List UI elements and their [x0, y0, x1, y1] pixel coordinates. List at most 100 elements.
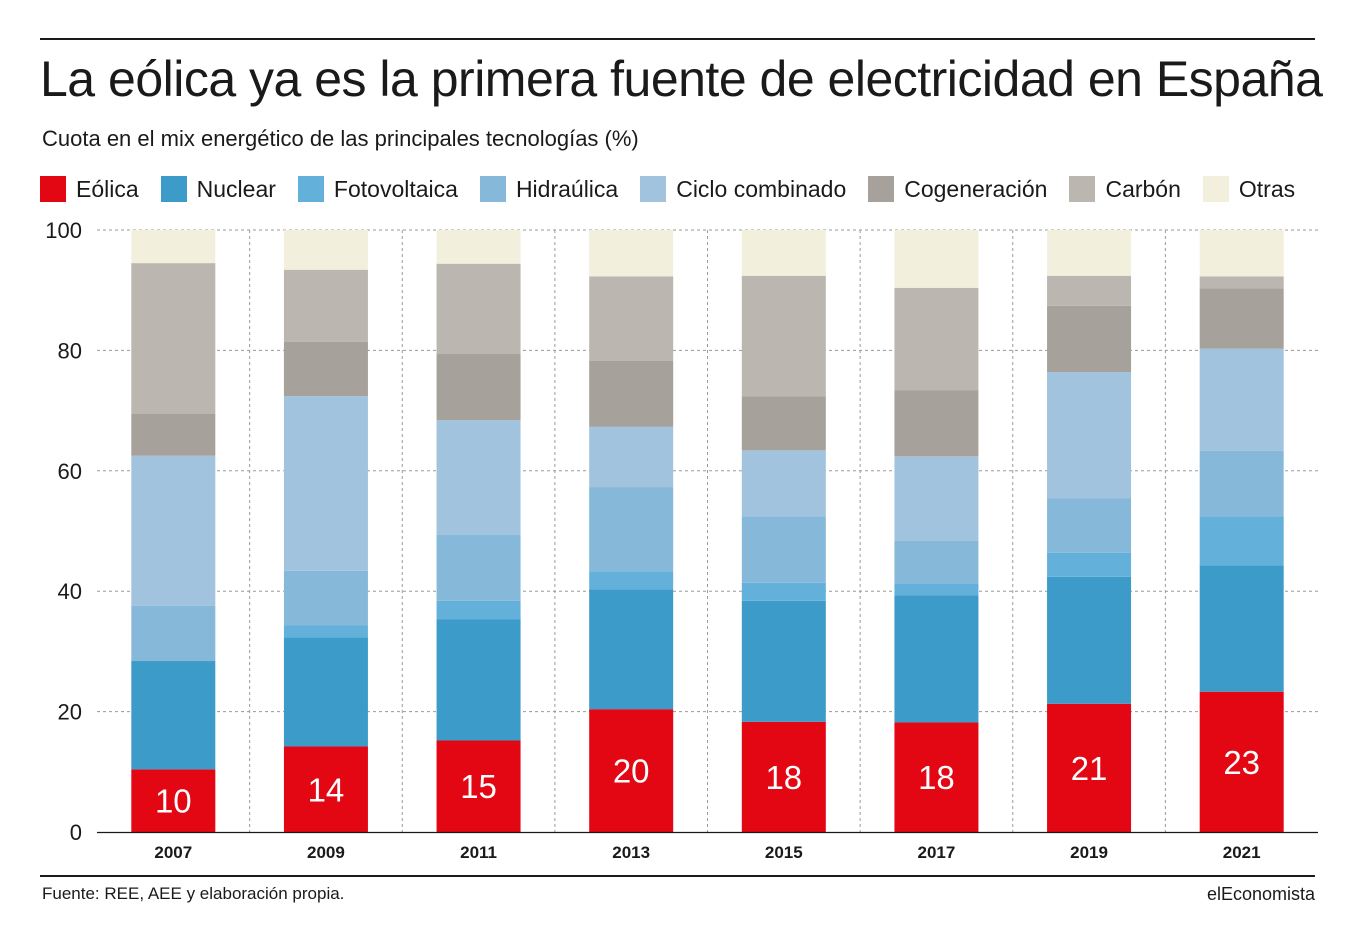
x-tick-label: 2013	[612, 843, 650, 862]
source-note: Fuente: REE, AEE y elaboración propia.	[42, 884, 345, 903]
bar-segment	[283, 269, 368, 342]
legend-label: Fotovoltaica	[333, 175, 458, 202]
bar-segment	[894, 722, 979, 832]
bar-segment	[1047, 372, 1132, 499]
legend-item: Nuclear	[160, 175, 276, 203]
bar-segment	[589, 360, 674, 427]
bar-segment	[131, 455, 216, 606]
chart-title: La eólica ya es la primera fuente de ele…	[40, 51, 1323, 107]
bar-segment	[894, 230, 979, 288]
bar-segment	[894, 540, 979, 584]
bar-segment	[283, 230, 368, 270]
legend-label: Eólica	[76, 175, 139, 202]
bar-segment	[589, 589, 674, 710]
y-tick-label: 80	[58, 338, 82, 363]
legend-label: Carbón	[1105, 175, 1181, 202]
bar-segment	[1047, 305, 1132, 373]
bar-segment	[436, 420, 521, 535]
bar-segment	[589, 426, 674, 488]
bar-segment	[1199, 450, 1284, 517]
bar-segment	[589, 276, 674, 361]
chart-subtitle: Cuota en el mix energético de las princi…	[42, 126, 639, 151]
legend: Eólica Nuclear Fotovoltaica Hidraúlica Ciclo…	[40, 174, 1295, 204]
legend-item: Otras	[1202, 175, 1296, 203]
legend-item: Cogeneración	[868, 176, 1047, 203]
bar-segment	[589, 487, 674, 572]
bar-segment	[436, 619, 521, 741]
bar-segment	[1047, 552, 1132, 577]
bar-segment	[1047, 498, 1132, 553]
legend-label: Otras	[1238, 175, 1296, 202]
legend-label: Hidraúlica	[515, 175, 619, 202]
bar-segment	[741, 396, 826, 451]
bar-segment	[436, 534, 521, 601]
bar-segment	[436, 354, 521, 421]
x-tick-label: 2007	[154, 843, 192, 862]
bar-segment	[1199, 691, 1284, 832]
bar-segment	[283, 746, 368, 832]
bar-segment	[741, 600, 826, 722]
bar-segment	[894, 287, 979, 391]
bottom-rule	[40, 875, 1315, 877]
bar-segment	[436, 230, 521, 264]
bar-segment	[436, 740, 521, 832]
x-tick-label: 2021	[1223, 843, 1261, 862]
legend-swatch	[297, 176, 324, 202]
bar-segment	[131, 263, 216, 414]
bar-segment	[436, 263, 521, 355]
bar-segment	[1199, 230, 1284, 277]
legend-swatch	[1069, 176, 1096, 202]
bar-segment	[741, 275, 826, 397]
legend-item: Fotovoltaica	[297, 175, 458, 203]
bar-segment	[436, 600, 521, 620]
bar-segment	[741, 582, 826, 601]
legend-swatch	[479, 176, 506, 202]
top-rule	[40, 38, 1315, 40]
y-tick-label: 20	[58, 700, 82, 725]
stacked-bar-chart: 0 20 40 60 80 100 10 2007 14 2009 15 2011 20 2013 18 20…	[45, 218, 1318, 862]
bar-segment	[1199, 348, 1284, 451]
bar-segment	[894, 390, 979, 457]
bar-segment	[283, 570, 368, 626]
y-tick-label: 100	[45, 218, 82, 243]
data-label: 15	[460, 768, 497, 805]
y-tick-label: 0	[70, 820, 82, 845]
bar-segment	[283, 396, 368, 571]
bar-segment	[1047, 230, 1132, 276]
data-label: 14	[308, 771, 345, 808]
data-label: 18	[765, 759, 802, 796]
bar-segment	[1047, 576, 1132, 704]
legend-swatch	[160, 176, 187, 202]
bar-segment	[131, 413, 216, 456]
legend-label: Nuclear	[196, 175, 276, 202]
brand-credit: elEconomista	[1206, 884, 1315, 904]
legend-item: Hidraúlica	[479, 175, 619, 203]
bar-segment	[589, 571, 674, 590]
data-label: 23	[1223, 744, 1260, 781]
legend-swatch	[1202, 176, 1229, 202]
bar-segment	[741, 516, 826, 583]
bar-segment	[283, 625, 368, 638]
x-tick-label: 2019	[1070, 843, 1108, 862]
bar-segment	[1047, 275, 1132, 306]
data-label: 10	[155, 783, 192, 820]
y-tick-label: 40	[58, 579, 82, 604]
x-tick-label: 2015	[765, 843, 803, 862]
legend-item: Eólica	[40, 176, 139, 203]
data-label: 18	[918, 759, 955, 796]
x-tick-label: 2011	[460, 843, 497, 862]
bar-segment	[1199, 565, 1284, 692]
bar-segment	[894, 595, 979, 723]
x-tick-label: 2017	[918, 843, 956, 862]
bar-segment	[1199, 288, 1284, 349]
bar-segment	[589, 230, 674, 277]
legend-label: Ciclo combinado	[676, 175, 847, 202]
bar-segment	[131, 605, 216, 662]
bar-segment	[1199, 516, 1284, 566]
legend-label: Cogeneración	[904, 175, 1048, 202]
bar-segment	[131, 769, 216, 832]
bar-segment	[894, 456, 979, 541]
y-tick-label: 60	[58, 459, 82, 484]
bar-segment	[283, 341, 368, 397]
data-label: 21	[1071, 750, 1108, 787]
